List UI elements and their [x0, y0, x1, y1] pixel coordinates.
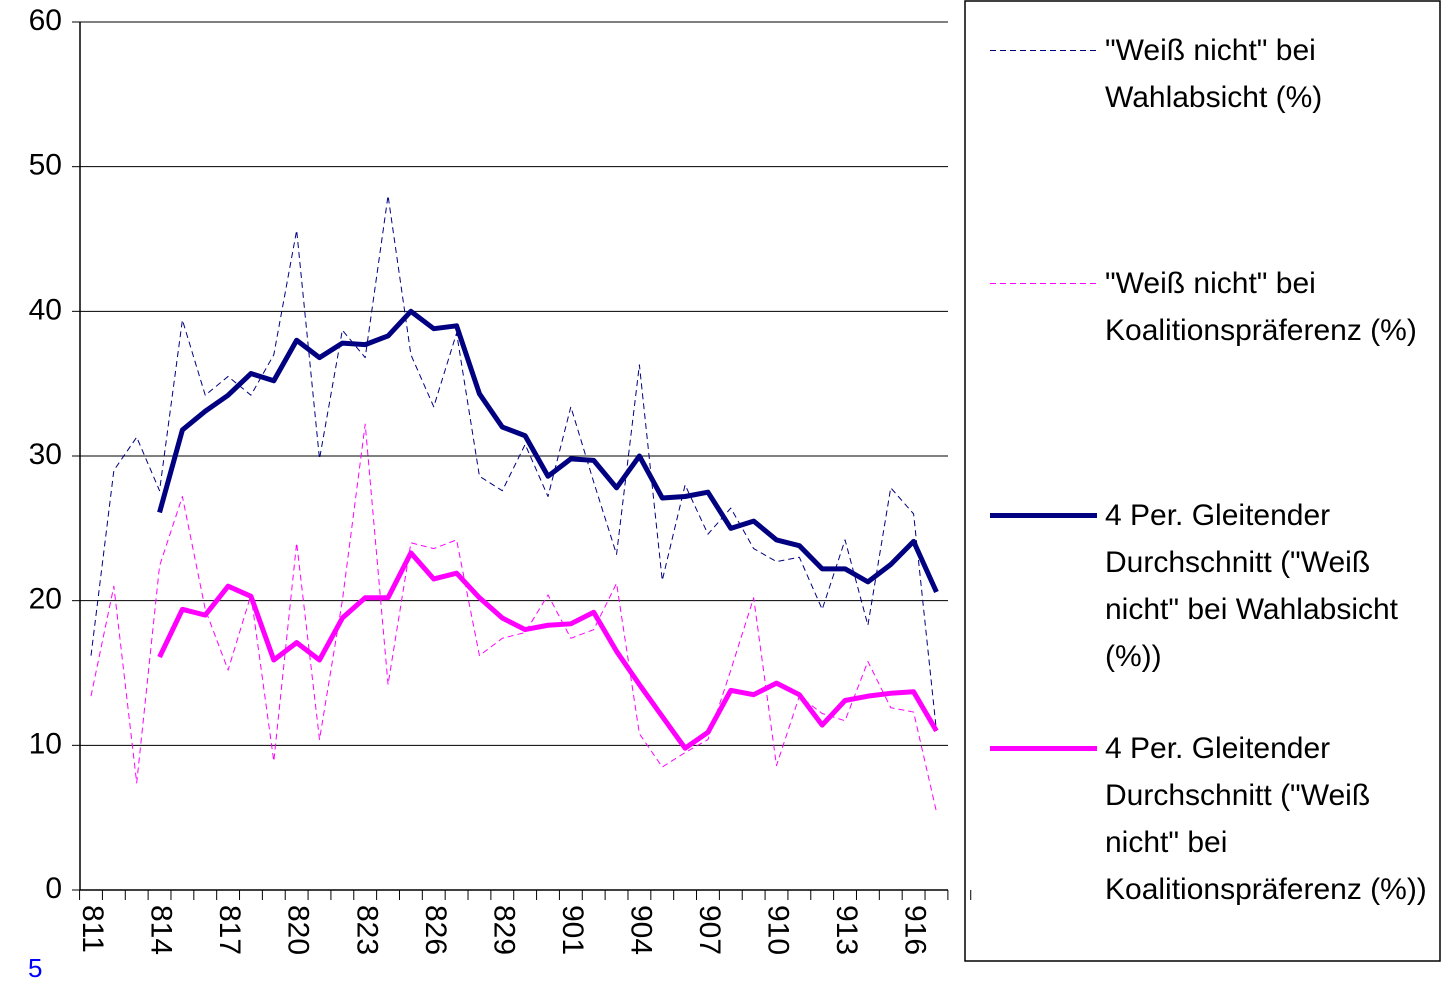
annotation: 5	[28, 953, 42, 981]
y-tick-label: 40	[29, 293, 62, 326]
y-tick-label: 0	[45, 872, 62, 905]
legend-swatch	[990, 512, 1097, 518]
legend-label: "Weiß nicht" bei Koalitionspräferenz (%)	[1105, 266, 1417, 347]
x-tick-label: 913	[830, 905, 863, 955]
legend-box	[964, 0, 1441, 962]
x-tick-label: 817	[213, 905, 246, 955]
x-tick-label: 829	[487, 905, 520, 955]
x-tick-label: 916	[899, 905, 932, 955]
x-tick-label: 826	[419, 905, 452, 955]
legend-label: 4 Per. Gleitender Durchschnitt ("Weiß ni…	[1105, 498, 1399, 673]
x-tick-label: 907	[693, 905, 726, 955]
legend: "Weiß nicht" bei Wahlabsicht (%) "Weiß ni…	[965, 0, 1447, 962]
y-tick-label: 50	[29, 149, 62, 182]
legend-label: "Weiß nicht" bei Wahlabsicht (%)	[1105, 33, 1323, 114]
series-line	[157, 550, 939, 751]
series-line	[90, 195, 937, 731]
legend-swatch	[990, 745, 1097, 751]
y-tick-label: 30	[29, 438, 62, 471]
x-tick-label: 814	[145, 905, 178, 955]
legend-swatch	[990, 49, 1097, 51]
series-line	[90, 423, 937, 812]
x-tick-label: 901	[556, 905, 589, 955]
y-tick-label: 60	[29, 4, 62, 37]
x-tick-label: 910	[762, 905, 795, 955]
x-tick-label: 823	[350, 905, 383, 955]
x-tick-label: 820	[282, 905, 315, 955]
series-line	[157, 308, 939, 594]
x-tick-label: 904	[624, 905, 657, 955]
y-tick-label: 20	[29, 583, 62, 616]
x-tick-label: 811	[76, 905, 109, 953]
y-tick-label: 10	[29, 727, 62, 760]
legend-swatch	[990, 282, 1097, 284]
legend-label: 4 Per. Gleitender Durchschnitt ("Weiß ni…	[1105, 731, 1427, 906]
